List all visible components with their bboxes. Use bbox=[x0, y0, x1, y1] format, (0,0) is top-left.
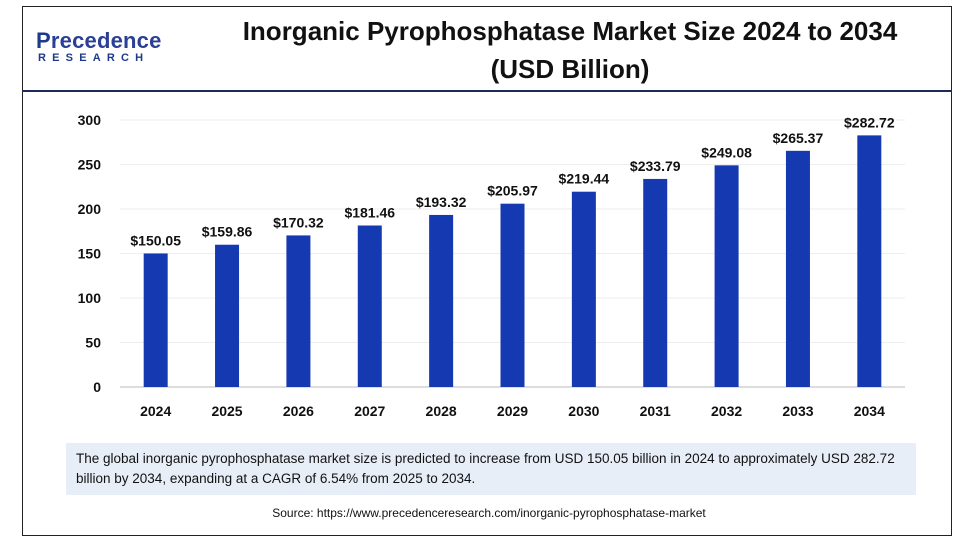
bar-2026 bbox=[286, 235, 311, 387]
data-label-2025: $159.86 bbox=[202, 224, 253, 240]
x-tick-label-2027: 2027 bbox=[354, 403, 385, 419]
data-label-2024: $150.05 bbox=[130, 232, 181, 248]
precedence-research-logo: Precedence RESEARCH bbox=[36, 28, 186, 74]
header-divider bbox=[22, 90, 952, 92]
logo-wordmark: Precedence bbox=[36, 28, 162, 54]
x-tick-label-2032: 2032 bbox=[711, 403, 742, 419]
bar-2028 bbox=[429, 214, 454, 387]
bar-2034 bbox=[857, 135, 882, 387]
bar-2027 bbox=[357, 225, 382, 387]
bar-2031 bbox=[643, 178, 668, 387]
data-label-2028: $193.32 bbox=[416, 194, 467, 210]
y-tick-label: 150 bbox=[78, 246, 102, 262]
y-tick-label: 50 bbox=[85, 335, 101, 351]
x-tick-label-2025: 2025 bbox=[211, 403, 242, 419]
bar-2032 bbox=[714, 165, 739, 387]
data-label-2027: $181.46 bbox=[344, 205, 395, 221]
data-label-2034: $282.72 bbox=[844, 114, 895, 130]
bar-2030 bbox=[571, 191, 596, 387]
x-tick-label-2029: 2029 bbox=[497, 403, 528, 419]
y-tick-label: 250 bbox=[78, 157, 102, 173]
data-label-2030: $219.44 bbox=[559, 171, 610, 187]
x-tick-label-2033: 2033 bbox=[782, 403, 813, 419]
bar-2025 bbox=[215, 244, 240, 387]
x-tick-label-2028: 2028 bbox=[426, 403, 457, 419]
y-tick-label: 100 bbox=[78, 290, 102, 306]
summary-note: The global inorganic pyrophosphatase mar… bbox=[66, 443, 916, 495]
data-label-2031: $233.79 bbox=[630, 158, 681, 174]
data-label-2032: $249.08 bbox=[701, 144, 752, 160]
data-label-2026: $170.32 bbox=[273, 214, 324, 230]
data-label-2029: $205.97 bbox=[487, 183, 538, 199]
y-tick-label: 0 bbox=[93, 379, 101, 395]
chart-title-line2: (USD Billion) bbox=[490, 54, 650, 84]
x-tick-label-2034: 2034 bbox=[854, 403, 885, 419]
logo-subtitle: RESEARCH bbox=[38, 52, 150, 64]
logo-first-letter: P bbox=[36, 28, 51, 53]
logo-rest: recedence bbox=[50, 28, 162, 53]
data-label-2033: $265.37 bbox=[773, 130, 824, 146]
y-tick-label: 200 bbox=[78, 201, 102, 217]
source-citation: Source: https://www.precedenceresearch.c… bbox=[272, 506, 706, 520]
chart-title: Inorganic Pyrophosphatase Market Size 20… bbox=[200, 12, 940, 88]
x-tick-label-2031: 2031 bbox=[640, 403, 671, 419]
bar-2033 bbox=[785, 150, 810, 387]
x-tick-label-2024: 2024 bbox=[140, 403, 171, 419]
x-tick-label-2026: 2026 bbox=[283, 403, 314, 419]
x-tick-label-2030: 2030 bbox=[568, 403, 599, 419]
y-tick-label: 300 bbox=[78, 112, 102, 128]
bar-2029 bbox=[500, 203, 525, 387]
bar-2024 bbox=[143, 253, 168, 387]
chart-title-line1: Inorganic Pyrophosphatase Market Size 20… bbox=[242, 16, 898, 46]
